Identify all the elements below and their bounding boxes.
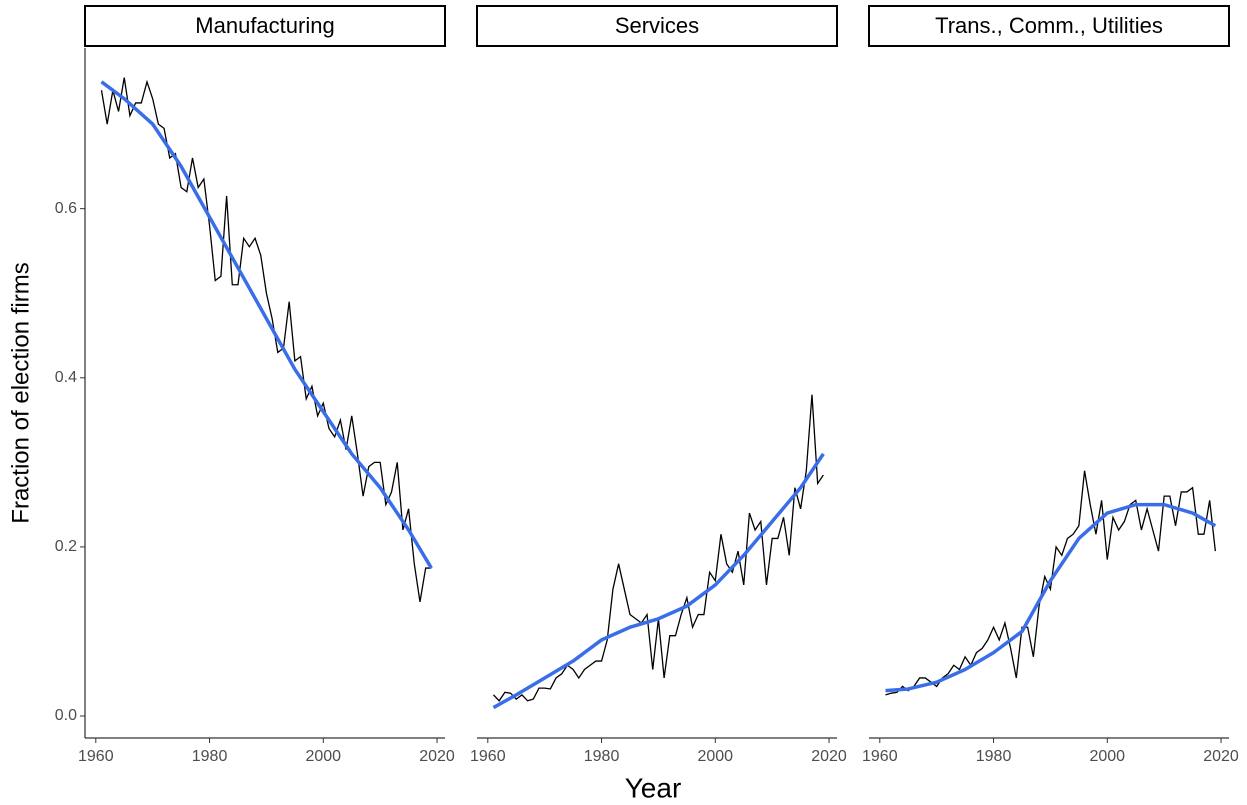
y-tick-label: 0.0: [55, 707, 77, 724]
data-line: [100, 77, 432, 602]
x-tick-label: 2000: [1089, 748, 1125, 765]
strip: [868, 5, 1230, 47]
data-line: [493, 394, 824, 702]
smooth-line: [100, 80, 433, 569]
x-tick-label: 2020: [419, 748, 455, 765]
x-tick-label: 1960: [470, 748, 506, 765]
x-tick-label: 2020: [811, 748, 847, 765]
x-tick-label: 2020: [1203, 748, 1239, 765]
x-tick-label: 2000: [697, 748, 733, 765]
x-tick-label: 1980: [584, 748, 620, 765]
x-tick-label: 1980: [192, 748, 228, 765]
panel-title: Manufacturing: [195, 13, 334, 38]
x-tick-label: 2000: [305, 748, 341, 765]
x-tick-label: 1960: [862, 748, 898, 765]
y-tick-label: 0.2: [55, 538, 77, 555]
strip: [476, 5, 838, 47]
panel-title: Services: [615, 13, 699, 38]
smooth-line: [885, 502, 1217, 693]
panel-title: Trans., Comm., Utilities: [935, 13, 1163, 38]
x-axis-label: Year: [625, 772, 682, 803]
x-tick-label: 1980: [976, 748, 1012, 765]
smooth-line: [492, 452, 825, 710]
y-tick-label: 0.4: [55, 369, 77, 386]
strip: [84, 5, 446, 47]
x-tick-label: 1960: [78, 748, 114, 765]
y-tick-label: 0.6: [55, 200, 77, 217]
y-axis-label: Fraction of election firms: [7, 262, 34, 523]
